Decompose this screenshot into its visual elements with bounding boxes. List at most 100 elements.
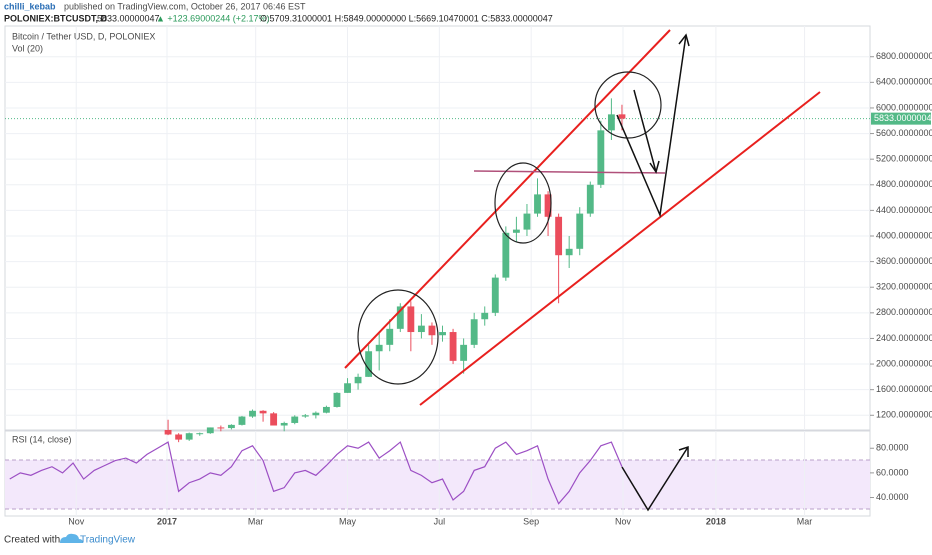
- y-tick-label: 5200.00000000: [876, 154, 932, 164]
- x-tick-label: Nov: [68, 516, 85, 526]
- x-tick-label: Jul: [434, 516, 446, 526]
- y-tick-label: 4400.00000000: [876, 205, 932, 215]
- candle-body: [618, 114, 626, 119]
- rsi-band: [5, 460, 870, 509]
- arrow-head: [678, 33, 690, 47]
- candle-body: [428, 325, 436, 336]
- price: 5833.00000047: [97, 13, 160, 23]
- rsi-arrow: [621, 446, 689, 512]
- y-tick-label: 2000.00000000: [876, 358, 932, 368]
- rsi-legend: RSI (14, close): [12, 434, 72, 444]
- candle-body: [534, 194, 541, 214]
- ohlc: O:5709.31000001 H:5849.00000000 L:5669.1…: [260, 13, 553, 23]
- candle-body: [206, 427, 214, 434]
- candle-body: [607, 114, 615, 131]
- y-tick-label: 6000.00000000: [876, 102, 932, 112]
- vol-legend: Vol (20): [12, 43, 43, 53]
- author: chilli_kebab: [4, 1, 56, 11]
- candle-body: [375, 344, 383, 352]
- candle-body: [312, 412, 320, 416]
- candle-body: [354, 376, 362, 384]
- y-tick-label: 40.0000: [876, 492, 909, 502]
- published: published on TradingView.com, October 26…: [64, 1, 306, 11]
- y-tick-label: 1600.00000000: [876, 384, 932, 394]
- candle-body: [386, 328, 394, 345]
- candle-body: [217, 427, 225, 429]
- arrow: [633, 89, 657, 173]
- candle-body: [175, 434, 183, 440]
- circle: [594, 71, 662, 139]
- main-legend: Bitcoin / Tether USD, D, POLONIEX: [12, 31, 155, 41]
- candle-body: [555, 216, 563, 256]
- y-tick-label: 2800.00000000: [876, 307, 932, 317]
- x-tick-label: Nov: [615, 516, 632, 526]
- circle: [357, 289, 439, 385]
- y-tick-label: 6400.00000000: [876, 77, 932, 87]
- symbol: POLONIEX:BTCUSDT, D: [4, 13, 108, 23]
- plot: 1200.00000000 1600.00000000 2000.00000000 2…: [5, 26, 932, 526]
- x-tick-label: 2017: [157, 516, 177, 526]
- candle-body: [249, 410, 256, 417]
- candle-body: [597, 130, 605, 185]
- candle-body: [417, 325, 425, 333]
- arrow-head: [649, 160, 660, 174]
- candle-body: [280, 422, 288, 426]
- footer-brand: TradingView: [80, 535, 136, 546]
- y-tick-label: 60.0000: [876, 467, 909, 477]
- last-price-box: [871, 112, 931, 125]
- x-tick-label: Sep: [523, 516, 539, 526]
- x-tick-label: Mar: [797, 516, 813, 526]
- candle-body: [491, 277, 499, 313]
- channel-lower: [419, 91, 821, 406]
- candle-body: [185, 433, 193, 440]
- y-tick-label: 5600.00000000: [876, 128, 932, 138]
- candle-body: [322, 406, 330, 413]
- change: ▲ +123.69000244 (+2.17%): [156, 13, 270, 23]
- candle-body: [301, 415, 309, 417]
- candle-body: [449, 332, 457, 361]
- arrow-head: [678, 445, 689, 457]
- y-tick-label: 4800.00000000: [876, 179, 932, 189]
- x-tick-label: 2018: [706, 516, 726, 526]
- arrow: [616, 34, 687, 218]
- y-tick-label: 3200.00000000: [876, 282, 932, 292]
- y-tick-label: 4000.00000000: [876, 230, 932, 240]
- last-price-label: 5833.00000047: [874, 113, 932, 123]
- candle-body: [512, 229, 520, 233]
- candle-body: [481, 312, 489, 320]
- candle-body: [460, 344, 468, 361]
- y-tick-label: 6800.00000000: [876, 51, 932, 61]
- footer-created: Created with: [4, 535, 60, 546]
- candle-body: [270, 413, 278, 426]
- main-panel: [4, 25, 871, 431]
- candle-body: [365, 351, 373, 377]
- candle-body: [586, 184, 594, 214]
- candle-body: [259, 410, 267, 414]
- channel-upper: [344, 29, 671, 369]
- candle-body: [196, 433, 204, 435]
- rsi-line: [9, 441, 623, 505]
- candle-body: [396, 306, 404, 329]
- annotations: [344, 29, 821, 512]
- candle-body: [333, 392, 341, 407]
- candle-body: [470, 319, 478, 345]
- circle: [494, 162, 552, 244]
- logo: [60, 533, 83, 543]
- y-tick-label: 3600.00000000: [876, 256, 932, 266]
- y-tick-label: 2400.00000000: [876, 333, 932, 343]
- candle-body: [576, 213, 584, 249]
- candle-body: [291, 416, 299, 423]
- candle-body: [502, 232, 510, 278]
- candle-body: [227, 424, 235, 429]
- candle-body: [439, 332, 446, 336]
- y-tick-label: 80.0000: [876, 443, 909, 453]
- x-tick-label: Mar: [248, 516, 264, 526]
- x-tick-label: May: [339, 516, 357, 526]
- candle-body: [164, 430, 172, 435]
- candle-body: [523, 213, 531, 230]
- candle-body: [565, 248, 573, 256]
- grid: [5, 26, 870, 516]
- candle-body: [407, 306, 415, 333]
